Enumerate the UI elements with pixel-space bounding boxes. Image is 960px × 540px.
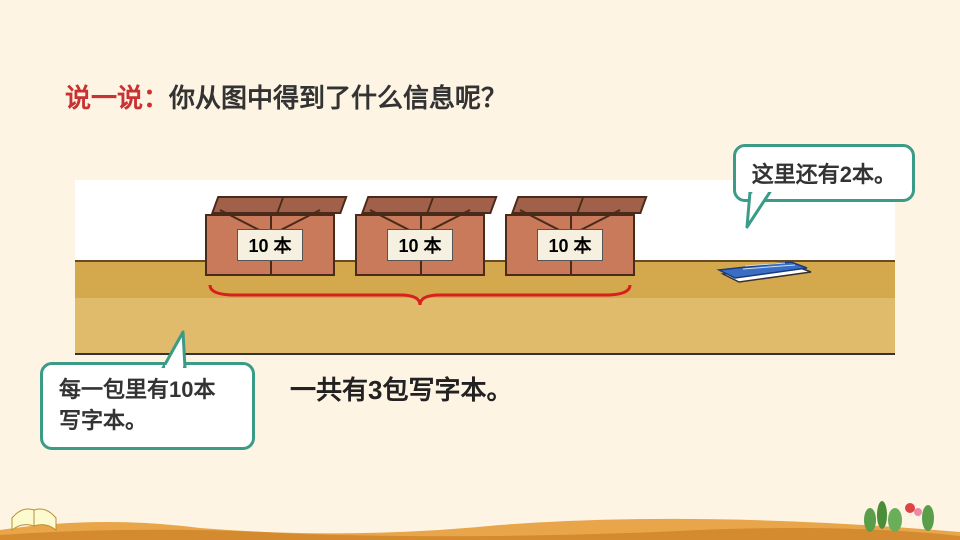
- brace-icon: [205, 280, 635, 310]
- caption-center: 一共有3包写字本。: [290, 370, 512, 407]
- bubble-bottom-text: 每一包里有10本写字本。: [59, 377, 215, 433]
- box-2-label: 10 本: [387, 229, 452, 261]
- bubble-top-tail-icon: [745, 192, 775, 232]
- bubble-top-text: 这里还有2本。: [752, 162, 896, 187]
- decoration-ground: [0, 490, 960, 540]
- speech-bubble-bottom: 每一包里有10本写字本。: [40, 362, 255, 450]
- heading-prompt: 说一说：: [65, 83, 169, 113]
- heading-question: 你从图中得到了什么信息呢？: [169, 83, 507, 113]
- heading: 说一说：你从图中得到了什么信息呢？: [65, 78, 507, 115]
- box-3-label: 10 本: [537, 229, 602, 261]
- box-2: 10 本: [355, 196, 485, 274]
- notebook-icon: [715, 260, 815, 285]
- box-1: 10 本: [205, 196, 335, 274]
- box-1-label: 10 本: [237, 229, 302, 261]
- bubble-bottom-tail-icon: [155, 330, 190, 368]
- box-3: 10 本: [505, 196, 635, 274]
